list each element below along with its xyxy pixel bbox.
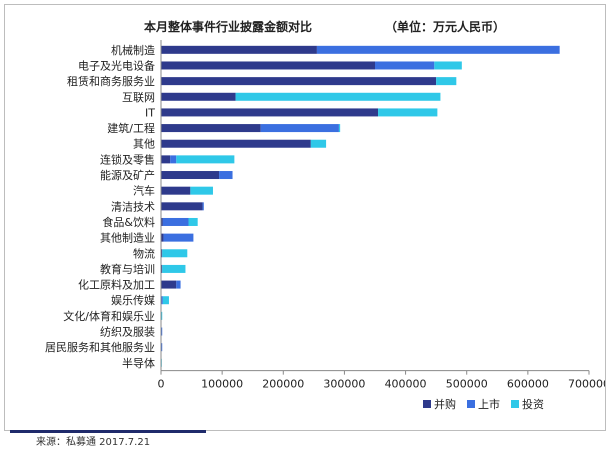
chart-title: 本月整体事件行业披露金额对比 bbox=[144, 19, 312, 34]
bar-5-series-2 bbox=[338, 124, 341, 133]
category-label-2: 租赁和商务服务业 bbox=[67, 74, 155, 88]
bar-series-group bbox=[161, 45, 560, 367]
bar-10-series-0 bbox=[161, 202, 203, 211]
legend-swatch-1 bbox=[467, 400, 475, 408]
bar-10-series-1 bbox=[202, 202, 204, 211]
bar-1-series-1 bbox=[375, 61, 435, 70]
category-label-18: 纺织及服装 bbox=[100, 325, 155, 339]
x-tick-label-1: 100000 bbox=[201, 378, 243, 391]
bar-5-series-0 bbox=[161, 124, 261, 133]
x-tick-label-7: 700000 bbox=[568, 378, 605, 391]
bar-0-series-0 bbox=[161, 45, 317, 54]
bar-14-series-0 bbox=[161, 264, 163, 273]
bar-0-series-1 bbox=[316, 45, 560, 54]
bar-3-series-2 bbox=[235, 92, 441, 101]
bar-6-series-2 bbox=[310, 139, 327, 148]
x-tick-label-4: 400000 bbox=[385, 378, 427, 391]
bar-16-series-1 bbox=[161, 296, 163, 305]
bar-12-series-0 bbox=[161, 233, 164, 242]
bar-11-series-2 bbox=[188, 217, 198, 226]
bar-18-series-1 bbox=[161, 327, 163, 336]
x-tick-label-5: 500000 bbox=[446, 378, 488, 391]
legend: 并购 上市 投资 bbox=[423, 397, 544, 411]
source-note: 来源：私募通 2017.7.21 bbox=[36, 437, 151, 448]
bar-1-series-2 bbox=[434, 61, 462, 70]
bar-14-series-2 bbox=[162, 264, 186, 273]
bar-11-series-1 bbox=[162, 217, 189, 226]
bar-9-series-2 bbox=[190, 186, 213, 195]
bar-7-series-0 bbox=[161, 155, 171, 164]
category-label-12: 其他制造业 bbox=[100, 231, 155, 245]
bar-7-series-1 bbox=[170, 155, 177, 164]
category-label-16: 娱乐传媒 bbox=[111, 293, 155, 307]
bar-2-series-2 bbox=[436, 77, 457, 86]
category-label-19: 居民服务和其他服务业 bbox=[45, 341, 155, 354]
bar-17-series-2 bbox=[161, 311, 163, 320]
x-tick-label-6: 600000 bbox=[507, 378, 549, 391]
bar-4-series-0 bbox=[161, 108, 379, 117]
category-label-8: 能源及矿产 bbox=[100, 168, 155, 182]
bar-13-series-2 bbox=[162, 249, 188, 258]
category-label-20: 半导体 bbox=[122, 356, 155, 370]
legend-label-1: 上市 bbox=[478, 397, 500, 411]
bar-15-series-0 bbox=[161, 280, 177, 289]
bar-chart: 本月整体事件行业披露金额对比 （单位：万元人民币） 机械制造电子及光电设备租赁和… bbox=[45, 19, 605, 411]
bar-5-series-1 bbox=[260, 124, 339, 133]
category-label-10: 清洁技术 bbox=[111, 200, 155, 213]
category-label-14: 教育与培训 bbox=[100, 262, 155, 276]
x-tick-label-0: 0 bbox=[158, 378, 165, 391]
category-label-13: 物流 bbox=[133, 246, 155, 260]
x-tick-label-3: 300000 bbox=[323, 378, 365, 391]
category-label-11: 食品&饮料 bbox=[102, 215, 155, 229]
category-label-5: 建筑/工程 bbox=[107, 121, 155, 135]
bar-15-series-1 bbox=[176, 280, 181, 289]
bar-13-series-0 bbox=[161, 249, 163, 258]
bar-8-series-1 bbox=[219, 171, 233, 180]
category-label-9: 汽车 bbox=[133, 184, 155, 198]
category-label-6: 其他 bbox=[133, 138, 155, 151]
category-label-17: 文化/体育和娱乐业 bbox=[63, 309, 155, 323]
legend-swatch-2 bbox=[511, 400, 519, 408]
x-axis: 0 100000 200000 300000 400000 500000 600000 700… bbox=[158, 40, 605, 391]
category-label-4: IT bbox=[145, 106, 155, 119]
bar-12-series-1 bbox=[163, 233, 194, 242]
bar-11-series-0 bbox=[161, 217, 163, 226]
bar-1-series-0 bbox=[161, 61, 375, 70]
bar-2-series-0 bbox=[161, 77, 437, 86]
category-label-3: 互联网 bbox=[122, 91, 155, 104]
category-label-1: 电子及光电设备 bbox=[78, 58, 155, 72]
category-label-15: 化工原料及加工 bbox=[78, 278, 155, 292]
category-label-7: 连锁及零售 bbox=[100, 152, 155, 166]
bar-16-series-2 bbox=[162, 296, 169, 305]
bar-6-series-0 bbox=[161, 139, 311, 148]
legend-label-0: 并购 bbox=[434, 397, 456, 411]
chart-unit: （单位：万元人民币） bbox=[385, 19, 505, 34]
legend-label-2: 投资 bbox=[522, 397, 544, 411]
bar-9-series-0 bbox=[161, 186, 191, 195]
bar-4-series-2 bbox=[378, 108, 438, 117]
chart-frame: 本月整体事件行业披露金额对比 （单位：万元人民币） 机械制造 电子及光电设备租赁和… bbox=[4, 4, 606, 431]
bar-19-series-1 bbox=[161, 343, 163, 352]
category-label-0: 机械制造 bbox=[111, 43, 155, 57]
legend-swatch-0 bbox=[423, 400, 431, 408]
bar-8-series-0 bbox=[161, 171, 220, 180]
x-tick-label-2: 200000 bbox=[262, 378, 304, 391]
bar-3-series-0 bbox=[161, 92, 236, 101]
bar-7-series-2 bbox=[176, 155, 235, 164]
source-divider bbox=[10, 430, 206, 433]
